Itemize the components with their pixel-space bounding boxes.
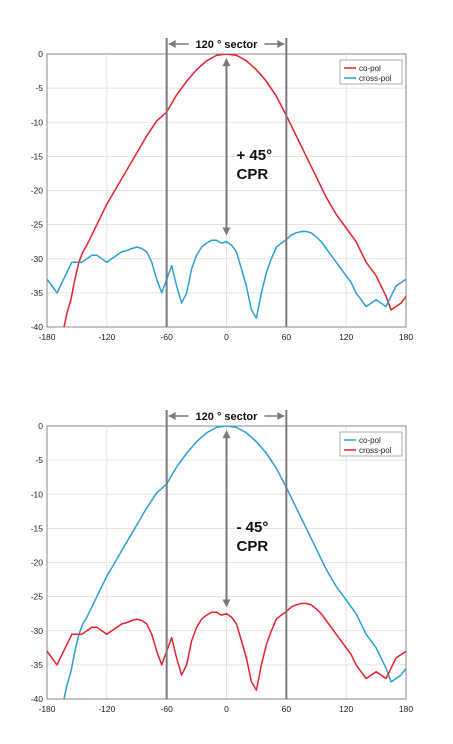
legend-box (339, 431, 403, 457)
x-tick-label: 0 (224, 332, 229, 342)
y-tick-label: -35 (31, 660, 44, 670)
x-tick-label: 180 (399, 704, 413, 714)
legend-box (339, 59, 403, 85)
sector-arrow-right-head (277, 412, 285, 420)
x-tick-label: -180 (38, 332, 55, 342)
series-line-cross-pol (47, 230, 406, 319)
cpr-arrow-head-top (222, 58, 231, 67)
cpr-arrow-head-bottom (222, 227, 231, 236)
legend-label: co-pol (359, 436, 381, 445)
x-tick-label: -120 (98, 332, 115, 342)
x-tick-label: 60 (282, 332, 292, 342)
y-tick-label: -25 (31, 220, 44, 230)
cpr-annotation-label: CPR (237, 538, 269, 555)
sector-arrow-left-head (168, 412, 176, 420)
x-tick-label: -60 (161, 704, 174, 714)
y-tick-label: -35 (31, 288, 44, 298)
legend-label: cross-pol (359, 446, 392, 455)
x-tick-label: -60 (161, 332, 174, 342)
y-tick-label: -5 (35, 83, 43, 93)
cpr-arrow-head-bottom (222, 599, 231, 608)
x-tick-label: 120 (339, 704, 353, 714)
y-tick-label: -25 (31, 592, 44, 602)
x-tick-label: -180 (38, 704, 55, 714)
legend-label: cross-pol (359, 74, 392, 83)
radiation-pattern-chart-bottom: 0 -5 -10 -15 -20 -25 -30 -35 -40-180 -120 -60 0 60 12… (31, 410, 413, 714)
chart-panel-top: 0 -5 -10 -15 -20 -25 -30 -35 -40 -180 -120 -60 0 60 12… (31, 38, 413, 342)
series-line-co-pol (63, 54, 406, 327)
y-tick-label: 0 (38, 49, 43, 59)
y-tick-label: 0 (38, 421, 43, 431)
y-tick-label: -40 (31, 322, 44, 332)
sector-label: 120 ° sector (196, 39, 259, 51)
y-tick-label: -5 (35, 455, 43, 465)
sector-arrow-right-head (277, 40, 285, 48)
legend-label: co-pol (359, 64, 381, 73)
series-line-co-pol (63, 426, 406, 699)
cpr-annotation-label: CPR (237, 166, 269, 183)
y-tick-label: -15 (31, 523, 44, 533)
x-tick-label: 180 (399, 332, 413, 342)
cpr-arrow-head-top (222, 430, 231, 439)
y-tick-label: -20 (31, 558, 44, 568)
y-tick-label: -15 (31, 151, 44, 161)
y-tick-label: -30 (31, 254, 44, 264)
chart-panel-bottom: 0 -5 -10 -15 -20 -25 -30 -35 -40 -180 -120 -60 0 60 12… (0, 372, 453, 744)
x-tick-label: -120 (98, 704, 115, 714)
y-tick-label: -20 (31, 186, 44, 196)
x-tick-label: 120 (339, 332, 353, 342)
series-line-cross-pol (47, 602, 406, 691)
radiation-pattern-chart-top: 0 -5 -10 -15 -20 -25 -30 -35 -40-180 -120 -60 0 60 12… (31, 38, 413, 342)
cpr-annotation-angle: + 45° (237, 147, 273, 164)
x-tick-label: 0 (224, 704, 229, 714)
x-tick-label: 60 (282, 704, 292, 714)
y-tick-label: -30 (31, 626, 44, 636)
y-tick-label: -40 (31, 694, 44, 704)
y-tick-label: -10 (31, 117, 44, 127)
sector-arrow-left-head (168, 40, 176, 48)
cpr-annotation-angle: - 45° (237, 519, 269, 536)
y-tick-label: -10 (31, 489, 44, 499)
sector-label: 120 ° sector (196, 411, 259, 423)
